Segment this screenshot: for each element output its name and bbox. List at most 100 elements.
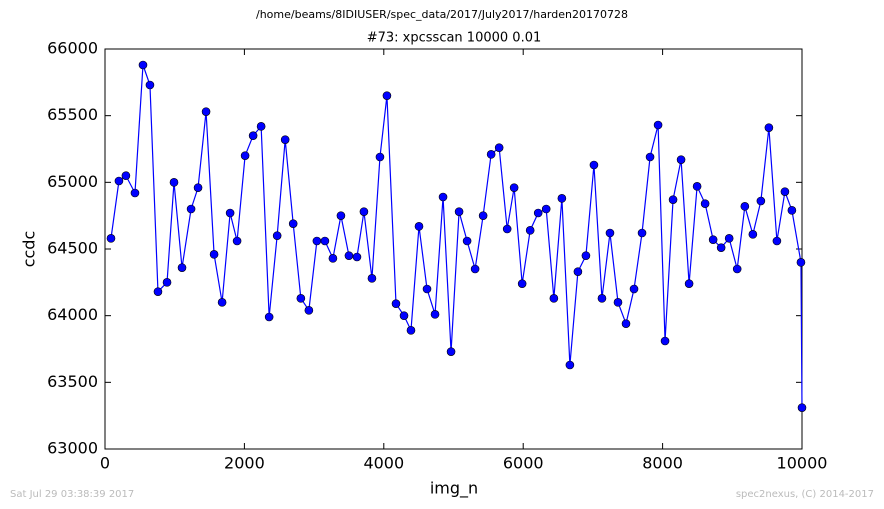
data-point	[605, 228, 615, 238]
data-point	[162, 278, 172, 287]
data-point	[541, 204, 551, 214]
data-point	[660, 336, 670, 346]
y-tick-label: 63000	[47, 439, 98, 458]
data-point	[106, 234, 116, 243]
data-point	[613, 298, 623, 307]
x-tick-label: 6000	[503, 454, 544, 473]
data-point	[557, 194, 567, 203]
data-point	[470, 264, 480, 274]
x-axis-label: img_n	[430, 479, 478, 499]
data-point	[399, 311, 409, 320]
data-point	[264, 312, 274, 322]
data-point	[692, 182, 702, 191]
data-point	[201, 107, 211, 116]
data-point	[138, 60, 148, 70]
x-tick-label: 4000	[363, 454, 404, 473]
data-point	[764, 123, 774, 132]
data-point	[121, 171, 131, 180]
data-point	[454, 207, 464, 216]
data-point	[740, 202, 750, 211]
data-point	[177, 263, 187, 272]
data-point	[716, 243, 726, 252]
data-point	[209, 250, 219, 259]
data-point	[186, 204, 196, 214]
data-point	[430, 310, 440, 319]
data-point	[336, 211, 346, 220]
data-point	[533, 208, 543, 218]
y-tick-label: 66000	[47, 39, 98, 58]
data-point	[525, 226, 535, 235]
footer-left: Sat Jul 29 03:38:39 2017	[10, 489, 134, 500]
data-point	[629, 284, 639, 294]
data-point	[581, 251, 591, 260]
data-point	[130, 188, 140, 198]
data-point	[296, 294, 306, 303]
data-point	[225, 208, 235, 218]
data-point	[796, 258, 806, 267]
data-point	[240, 151, 250, 160]
data-point	[797, 403, 807, 412]
data-point	[573, 267, 583, 276]
y-tick-label: 63500	[47, 372, 98, 391]
data-point	[700, 199, 710, 208]
data-point	[732, 264, 742, 274]
data-point	[248, 131, 258, 140]
data-point	[748, 230, 758, 239]
chart-title: #73: xpcsscan 10000 0.01	[367, 31, 542, 46]
data-point	[114, 176, 124, 186]
data-point	[787, 206, 797, 215]
data-point	[422, 284, 432, 294]
data-point	[288, 219, 298, 228]
x-tick-label: 0	[100, 454, 110, 473]
data-point	[256, 122, 266, 131]
data-point	[621, 319, 631, 328]
data-point	[312, 236, 322, 246]
data-point	[486, 150, 496, 159]
data-point	[193, 183, 203, 192]
data-point	[272, 231, 282, 240]
data-point	[653, 120, 663, 130]
data-point	[145, 80, 155, 90]
data-point	[502, 224, 512, 234]
y-tick-label: 64000	[47, 305, 98, 324]
y-tick-label: 65500	[47, 105, 98, 124]
data-point	[344, 251, 354, 260]
data-point	[438, 192, 448, 202]
data-point	[724, 234, 734, 243]
data-point	[637, 228, 647, 238]
x-tick-label: 10000	[777, 454, 828, 473]
data-point	[462, 236, 472, 246]
data-point	[280, 135, 290, 144]
data-point	[328, 254, 338, 263]
data-point	[359, 207, 369, 216]
data-point	[645, 152, 655, 162]
plot-frame	[104, 48, 803, 450]
data-point	[304, 306, 314, 315]
data-point	[756, 196, 766, 206]
y-axis-label: ccdc	[20, 231, 39, 268]
y-tick-label: 65000	[47, 172, 98, 191]
data-point	[549, 294, 559, 303]
data-point	[320, 236, 330, 246]
data-point	[676, 155, 686, 164]
data-point	[684, 279, 694, 288]
data-point	[391, 299, 401, 308]
data-point	[153, 287, 163, 296]
data-point	[708, 235, 718, 244]
header: /home/beams/8IDIUSER/spec_data/2017/July…	[256, 8, 628, 21]
data-point	[382, 91, 392, 100]
footer-right: spec2nexus, (C) 2014-2017	[736, 489, 874, 500]
data-point	[780, 187, 790, 196]
data-point	[352, 252, 362, 262]
data-point	[478, 211, 488, 220]
data-point	[517, 279, 527, 288]
data-point	[367, 274, 377, 283]
data-point	[509, 183, 519, 192]
data-point	[169, 178, 179, 187]
data-point	[217, 298, 227, 307]
data-point	[232, 236, 242, 246]
data-line	[110, 64, 803, 408]
data-point	[589, 160, 599, 170]
data-point	[597, 294, 607, 303]
